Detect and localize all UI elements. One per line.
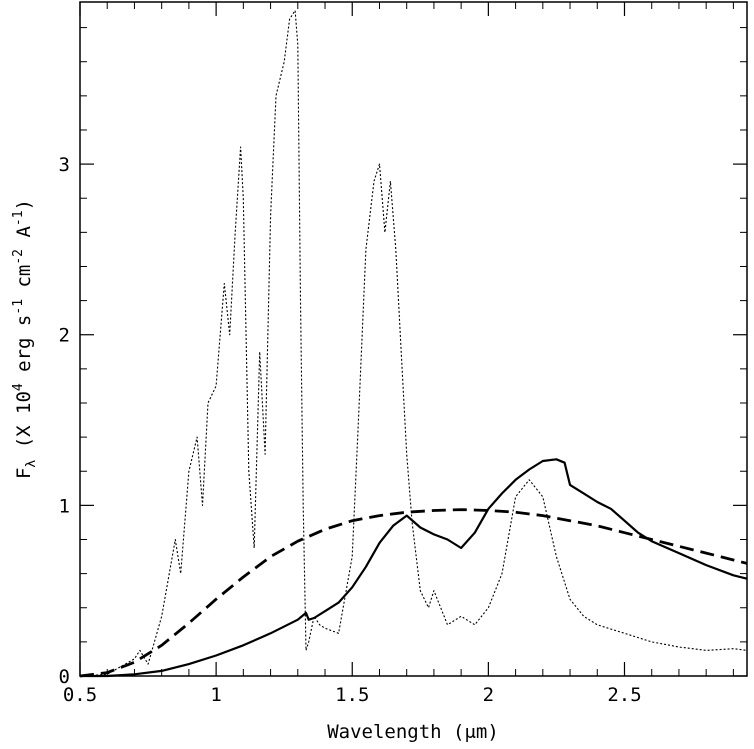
y-axis-title-text5: ) (13, 199, 35, 210)
y-axis-title-text3: cm (13, 265, 35, 299)
x-axis-title: Wavelength (μm) (327, 721, 499, 743)
y-tick-label: 1 (59, 495, 70, 517)
y-axis-title-text1: (X 10 (13, 391, 35, 460)
plot-frame (79, 1, 748, 677)
y-tick-label: 3 (59, 154, 70, 176)
y-axis-title: Fλ (X 104 erg s-1 cm-2 A-1) (11, 199, 39, 479)
x-tick-label: 2 (483, 684, 494, 706)
y-tick-label: 0 (59, 666, 70, 688)
series-line-dashed (79, 508, 748, 678)
axis-ticks (79, 2, 747, 677)
y-axis-title-exp3: -2 (11, 249, 26, 265)
y-tick-labels: 0 1 2 3 (59, 154, 70, 688)
series-line-solid-thick (80, 458, 748, 678)
series-line-dotted (79, 9, 748, 677)
y-axis-title-text4: A (13, 226, 35, 249)
x-tick-label: 2.5 (607, 684, 641, 706)
y-axis-title-exp1: 4 (11, 383, 26, 391)
x-tick-label: 0.5 (63, 684, 97, 706)
x-tick-label: 1.5 (335, 684, 369, 706)
x-tick-label: 1 (210, 684, 221, 706)
x-tick-labels: 0.5 1 1.5 2 2.5 (63, 684, 642, 706)
y-axis-title-exp2: -1 (11, 299, 26, 315)
y-axis-title-prefix: F (13, 468, 35, 479)
series-lines (79, 9, 748, 678)
y-axis-title-text2: erg s (13, 315, 35, 384)
y-axis-title-exp4: -1 (11, 210, 26, 226)
y-tick-label: 2 (59, 325, 70, 347)
y-axis-title-sub: λ (24, 460, 39, 468)
